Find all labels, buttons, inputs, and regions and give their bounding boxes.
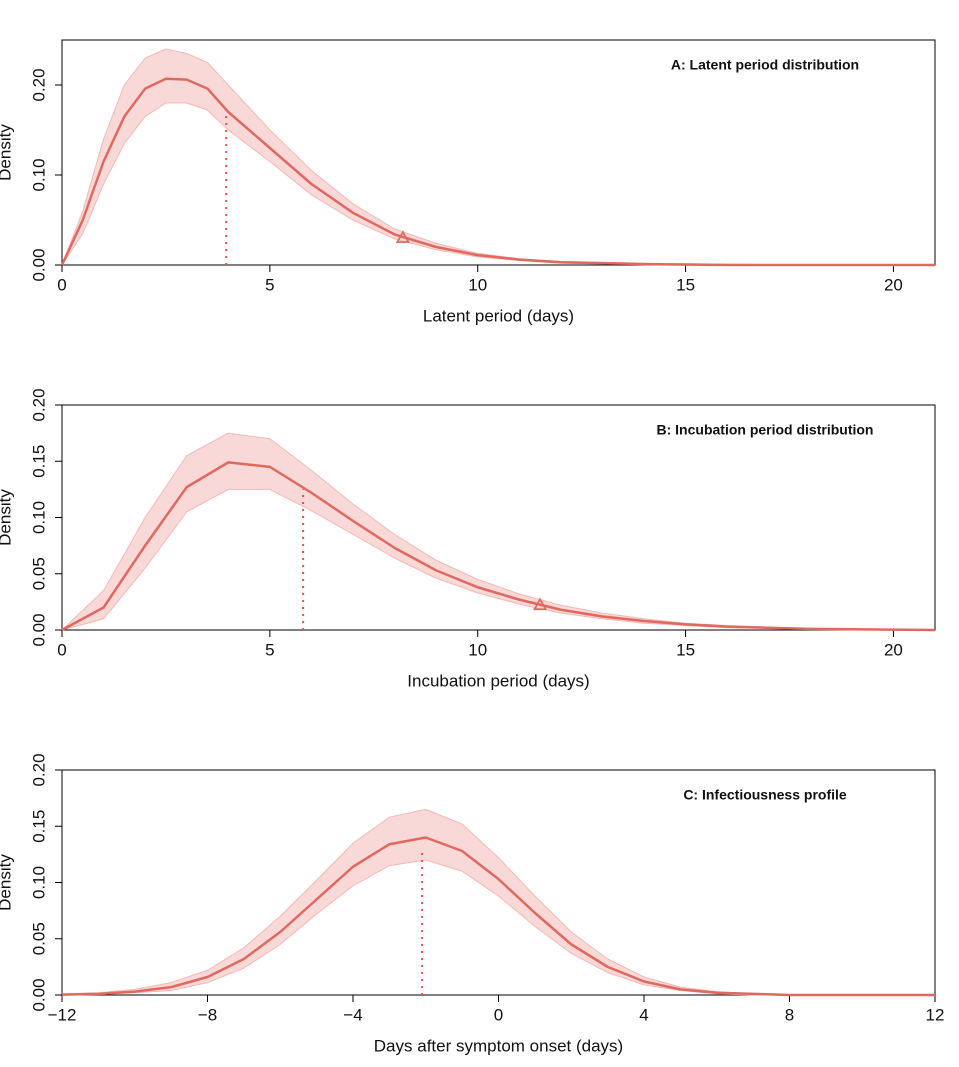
y-axis-label: Density xyxy=(0,124,14,181)
y-tick-label: 0.15 xyxy=(29,810,48,843)
y-tick-label: 0.15 xyxy=(29,445,48,478)
y-tick-label: 0.05 xyxy=(29,922,48,955)
y-tick-label: 0.00 xyxy=(29,248,48,281)
x-tick-label: 10 xyxy=(468,640,487,659)
density-curve xyxy=(61,836,935,997)
percentile-marker xyxy=(533,597,548,611)
x-tick-label: −4 xyxy=(343,1005,362,1024)
uncertainty-band xyxy=(62,49,935,265)
x-tick-label: 5 xyxy=(265,275,274,294)
band-lower xyxy=(61,102,935,266)
x-tick-label: 5 xyxy=(265,640,274,659)
plot-frame xyxy=(61,39,936,266)
x-tick-label: −12 xyxy=(48,1005,77,1024)
y-tick-label: 0.00 xyxy=(29,978,48,1011)
y-axis-label: Density xyxy=(0,854,14,911)
uncertainty-band xyxy=(62,433,935,630)
band-upper xyxy=(61,808,935,996)
x-tick-label: 4 xyxy=(639,1005,648,1024)
x-tick-label: 10 xyxy=(468,275,487,294)
density-curve xyxy=(60,77,935,267)
panel: 0.00 0.05 0.10 0.15 0.20 −12 −8 −4 0 4 8 12 Days aft… xyxy=(0,753,944,1055)
x-tick-label: 12 xyxy=(926,1005,945,1024)
y-tick-label: 0.20 xyxy=(29,753,48,786)
x-axis-label: Incubation period (days) xyxy=(407,671,589,690)
y-axis-label: Density xyxy=(0,489,14,546)
x-tick-label: 0 xyxy=(57,275,66,294)
x-tick-label: 0 xyxy=(494,1005,503,1024)
x-tick-label: 15 xyxy=(676,640,695,659)
density-curve xyxy=(61,461,936,632)
x-tick-label: 8 xyxy=(785,1005,794,1024)
panel-title: B: Incubation period distribution xyxy=(657,422,874,438)
y-tick-label: 0.10 xyxy=(29,158,48,191)
x-tick-label: 0 xyxy=(57,640,66,659)
x-axis-label: Latent period (days) xyxy=(423,306,574,325)
y-tick-label: 0.10 xyxy=(29,866,48,899)
x-tick-label: 20 xyxy=(884,640,903,659)
panel: 0.00 0.05 0.10 0.15 0.20 0 5 10 15 20 Incubation p… xyxy=(0,388,936,690)
panel-title: C: Infectiousness profile xyxy=(683,787,847,803)
percentile-marker xyxy=(395,230,410,243)
uncertainty-band xyxy=(62,809,935,995)
y-tick-label: 0.20 xyxy=(29,68,48,101)
y-tick-label: 0.20 xyxy=(29,388,48,421)
band-lower xyxy=(61,488,936,631)
x-axis-label: Days after symptom onset (days) xyxy=(374,1036,623,1055)
y-tick-label: 0.00 xyxy=(29,613,48,646)
y-tick-label: 0.10 xyxy=(29,501,48,534)
x-tick-label: 15 xyxy=(676,275,695,294)
panel-title: A: Latent period distribution xyxy=(671,57,859,73)
x-tick-label: −8 xyxy=(198,1005,217,1024)
x-tick-label: 20 xyxy=(884,275,903,294)
y-tick-label: 0.05 xyxy=(29,557,48,590)
panel: 0.00 0.10 0.20 0 5 10 15 20 Latent period (days)… xyxy=(0,39,936,325)
